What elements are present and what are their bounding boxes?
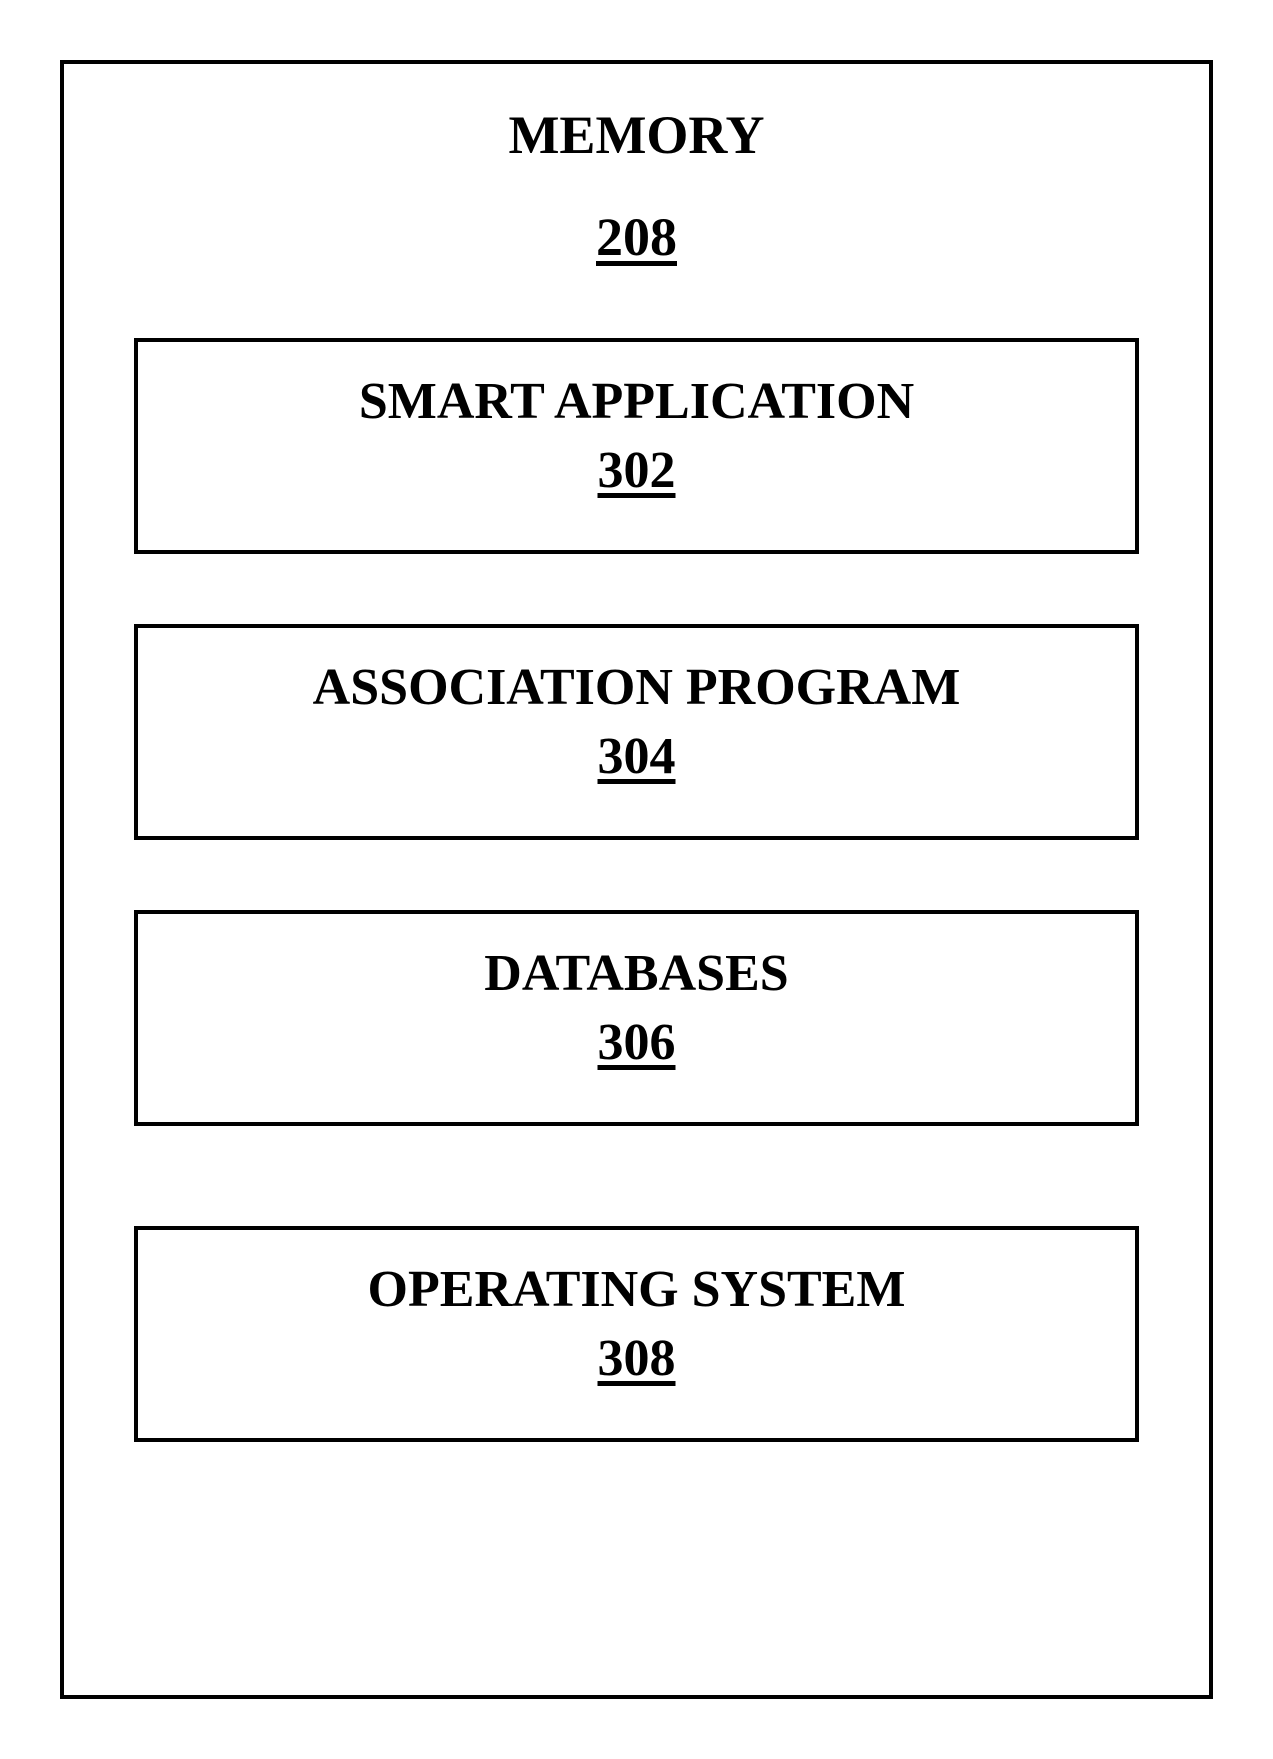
container-header: MEMORY 208 xyxy=(134,104,1139,268)
block-databases: DATABASES 306 xyxy=(134,910,1139,1126)
block-title: ASSOCIATION PROGRAM xyxy=(158,658,1115,717)
block-title: SMART APPLICATION xyxy=(158,372,1115,431)
block-association-program: ASSOCIATION PROGRAM 304 xyxy=(134,624,1139,840)
spacer xyxy=(134,1196,1139,1226)
block-ref: 308 xyxy=(158,1329,1115,1388)
block-title: OPERATING SYSTEM xyxy=(158,1260,1115,1319)
memory-container: MEMORY 208 SMART APPLICATION 302 ASSOCIA… xyxy=(60,60,1213,1699)
block-ref: 302 xyxy=(158,441,1115,500)
block-title: DATABASES xyxy=(158,944,1115,1003)
block-ref: 306 xyxy=(158,1013,1115,1072)
container-ref: 208 xyxy=(134,206,1139,268)
block-operating-system: OPERATING SYSTEM 308 xyxy=(134,1226,1139,1442)
container-title: MEMORY xyxy=(134,104,1139,166)
block-ref: 304 xyxy=(158,727,1115,786)
block-smart-application: SMART APPLICATION 302 xyxy=(134,338,1139,554)
